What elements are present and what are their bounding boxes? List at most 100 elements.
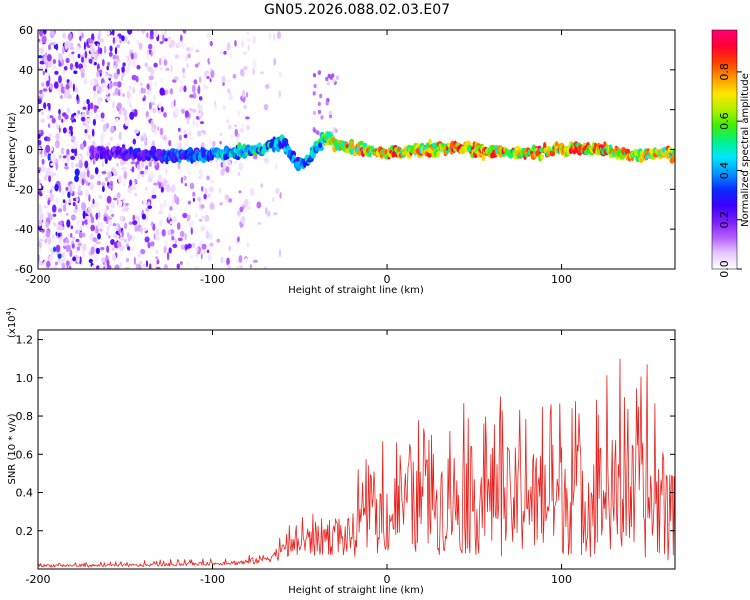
noise-speckle: [209, 242, 214, 247]
noise-speckle: [70, 232, 73, 238]
noise-speckle: [239, 206, 244, 213]
noise-speckle: [146, 32, 149, 39]
noise-speckle: [95, 247, 100, 255]
noise-speckle: [68, 53, 72, 57]
noise-speckle: [122, 93, 125, 97]
noise-speckle: [132, 184, 137, 191]
noise-speckle: [153, 93, 156, 102]
noise-speckle: [72, 201, 76, 207]
noise-speckle: [180, 176, 184, 184]
noise-speckle: [191, 84, 196, 94]
noise-speckle: [85, 180, 89, 186]
noise-speckle: [100, 223, 104, 230]
noise-speckle: [246, 242, 250, 248]
x-tick-label: 100: [551, 273, 572, 286]
noise-speckle: [132, 214, 136, 222]
noise-speckle: [228, 95, 233, 101]
noise-speckle: [208, 186, 214, 193]
x-tick-label: -200: [26, 573, 51, 586]
noise-speckle: [131, 74, 137, 81]
noise-speckle: [69, 42, 74, 48]
noise-speckle: [243, 65, 248, 71]
noise-speckle: [108, 219, 113, 227]
ridge-blob: [549, 150, 556, 157]
noise-speckle: [160, 106, 164, 113]
noise-speckle: [74, 61, 79, 69]
noise-speckle: [58, 75, 62, 84]
noise-speckle: [188, 130, 192, 137]
noise-speckle: [178, 89, 184, 93]
noise-speckle: [172, 199, 175, 205]
noise-speckle: [227, 264, 231, 269]
noise-speckle: [104, 176, 109, 182]
noise-speckle: [112, 54, 117, 61]
noise-speckle: [263, 157, 269, 164]
noise-speckle: [273, 57, 277, 66]
noise-speckle: [91, 264, 96, 269]
colorbar-ticks: 0.0 0.2 0.4 0.6 0.8: [718, 63, 742, 278]
noise-speckle: [190, 227, 193, 235]
colorbar-tick-label: 0.6: [718, 112, 731, 130]
noise-speckle: [251, 35, 257, 44]
noise-speckle: [144, 62, 148, 68]
noise-speckle: [180, 41, 185, 49]
noise-speckle: [71, 145, 77, 150]
noise-speckle: [154, 124, 157, 130]
noise-speckle: [116, 102, 122, 110]
noise-speckle: [238, 162, 244, 171]
noise-speckle: [106, 245, 110, 253]
ridge-blob: [428, 138, 432, 145]
noise-speckle: [334, 128, 338, 133]
noise-speckle: [180, 244, 185, 250]
noise-speckle: [74, 147, 78, 157]
noise-speckle: [153, 233, 156, 240]
noise-speckle: [92, 198, 95, 205]
noise-speckle: [55, 43, 59, 51]
noise-speckle: [312, 128, 316, 133]
noise-speckle: [105, 122, 109, 129]
noise-speckle: [38, 238, 44, 242]
noise-speckle: [138, 42, 143, 50]
noise-speckle: [151, 194, 157, 199]
noise-speckle: [242, 51, 247, 55]
noise-speckle: [39, 260, 42, 266]
noise-speckle: [72, 53, 75, 60]
noise-speckle: [140, 226, 143, 235]
noise-speckle: [68, 125, 73, 132]
noise-speckle: [184, 110, 190, 118]
noise-speckle: [186, 262, 189, 266]
colorbar-tick-label: 0.0: [718, 260, 731, 278]
noise-speckle: [108, 82, 113, 89]
noise-speckle: [62, 127, 67, 134]
noise-speckle: [87, 218, 90, 225]
noise-speckle: [153, 182, 159, 186]
noise-speckle: [200, 121, 204, 125]
noise-speckle: [219, 132, 222, 137]
noise-speckle: [169, 221, 173, 225]
noise-speckle: [203, 193, 207, 200]
noise-speckle: [137, 173, 141, 180]
noise-speckle: [119, 261, 123, 269]
noise-speckle: [182, 212, 188, 219]
noise-speckle: [252, 59, 257, 68]
noise-speckle: [112, 101, 115, 109]
noise-speckle: [144, 169, 148, 175]
noise-speckle: [46, 189, 51, 194]
noise-speckle: [105, 231, 109, 236]
noise-speckle: [152, 107, 157, 114]
noise-speckle: [44, 52, 48, 58]
noise-speckle: [246, 91, 249, 98]
noise-speckle: [62, 77, 67, 82]
ridge-blob: [90, 145, 95, 151]
noise-speckle: [249, 264, 253, 269]
noise-speckle: [64, 162, 68, 167]
noise-speckle: [176, 199, 179, 205]
noise-speckle: [167, 229, 171, 236]
noise-speckle: [186, 62, 189, 68]
noise-speckle: [83, 62, 87, 68]
noise-speckle: [48, 266, 54, 269]
noise-speckle: [38, 203, 42, 212]
noise-speckle: [124, 238, 127, 243]
snr-exponent-power: 4: [5, 310, 13, 315]
noise-speckle: [209, 202, 215, 210]
